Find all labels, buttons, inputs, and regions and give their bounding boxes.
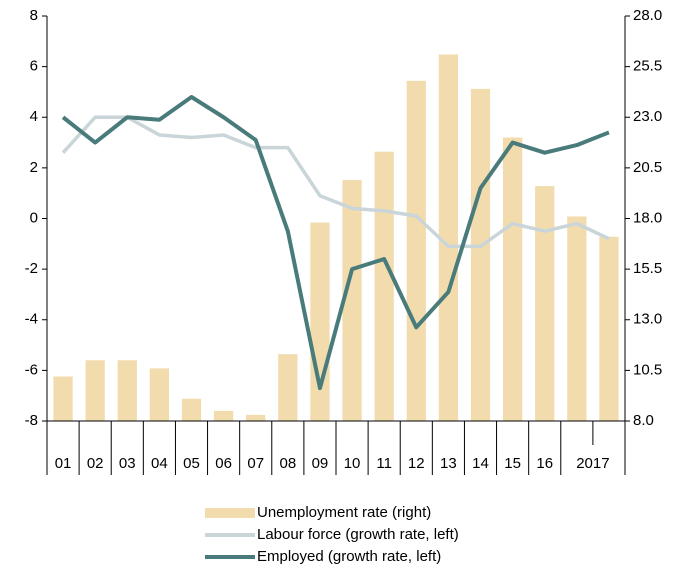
y-tick-label: 0	[30, 209, 38, 226]
x-tick-label: 12	[408, 455, 425, 472]
bar	[278, 354, 298, 421]
bar	[374, 151, 394, 422]
y2-tick-label: 10.5	[633, 361, 662, 378]
y2-tick-label: 28.0	[633, 7, 662, 24]
x-tick-label: 08	[279, 455, 296, 472]
y-tick-label: 8	[30, 7, 38, 24]
bar	[246, 414, 266, 421]
bar	[535, 186, 555, 421]
y2-tick-label: 15.5	[633, 260, 662, 277]
y-tick-label: -2	[25, 260, 38, 277]
bar	[149, 368, 170, 421]
x-tick-label: 01	[55, 455, 72, 472]
x-tick-label: 13	[440, 455, 457, 472]
y-tick-label: 2	[30, 159, 38, 176]
x-tick-label: 02	[87, 455, 104, 472]
bar	[470, 88, 491, 422]
legend-label: Employed (growth rate, left)	[257, 548, 441, 565]
bar	[213, 410, 234, 421]
x-tick-label: 04	[151, 455, 168, 472]
legend-label: Unemployment rate (right)	[257, 504, 431, 521]
y2-tick-label: 18.0	[633, 209, 662, 226]
x-tick-label: 11	[376, 455, 392, 472]
y-tick-label: -8	[25, 412, 38, 429]
y-tick-label: -4	[25, 311, 38, 328]
bar	[502, 137, 523, 421]
y2-tick-label: 20.5	[633, 159, 662, 176]
y2-tick-label: 25.5	[633, 58, 662, 75]
line	[61, 95, 610, 391]
x-tick-label: 15	[504, 455, 521, 472]
x-tick-label: 16	[536, 455, 553, 472]
bar	[438, 54, 459, 421]
bar	[85, 360, 105, 421]
bar	[342, 180, 362, 421]
x-tick-label: 05	[183, 455, 200, 472]
legend-label: Labour force (growth rate, left)	[257, 526, 459, 543]
x-tick-label: 10	[344, 455, 361, 472]
legend-swatch	[205, 508, 255, 518]
bar	[567, 216, 587, 421]
x-tick-label: 03	[119, 455, 136, 472]
y2-tick-label: 23.0	[633, 108, 662, 125]
bar	[310, 222, 330, 421]
bar	[181, 398, 202, 421]
x-tick-label: 06	[215, 455, 232, 472]
bar	[117, 360, 137, 421]
line	[61, 115, 610, 249]
y-tick-label: 6	[30, 58, 38, 75]
bar	[53, 376, 73, 421]
bar	[599, 236, 619, 421]
y2-tick-label: 8.0	[633, 412, 654, 429]
y-tick-label: 4	[30, 108, 38, 125]
y-tick-label: -6	[25, 361, 38, 378]
x-tick-label: 07	[247, 455, 264, 472]
x-tick-label: 09	[312, 455, 329, 472]
x-tick-label: 14	[472, 455, 489, 472]
y2-tick-label: 13.0	[633, 311, 662, 328]
bar	[406, 80, 426, 422]
x-tick-label: 2017	[576, 455, 609, 472]
